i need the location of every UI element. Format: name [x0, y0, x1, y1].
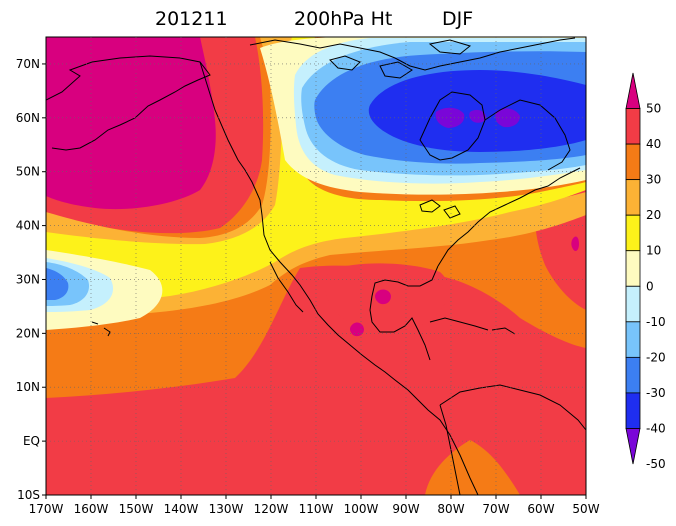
x-tick-label: 50W [572, 502, 599, 516]
x-tick-label: 120W [254, 502, 289, 516]
colorbar-label: 20 [646, 208, 661, 222]
coastline-baja [269, 261, 304, 313]
colorbar-label: 10 [646, 244, 661, 258]
band-above-50-blob-c [571, 236, 579, 252]
x-tick-label: 80W [437, 502, 464, 516]
coastline-greatlakes [419, 199, 461, 219]
coastline-gulf [369, 265, 439, 361]
colorbar-swatch-top [625, 72, 641, 109]
y-tick-label: 20N [16, 326, 40, 340]
title-field: 200hPa Ht [294, 8, 392, 30]
y-axis-ticks: 10S EQ 10N 20N 30N 40N 50N 60N 70N [16, 57, 46, 502]
band-neg50-neg40-a [435, 107, 465, 128]
y-tick-label: 70N [16, 57, 40, 71]
coastline-cuba [429, 317, 489, 331]
colorbar-label: 40 [646, 137, 661, 151]
y-tick-label: 10S [17, 488, 40, 502]
title-season: DJF [442, 8, 473, 30]
colorbar-swatch [625, 108, 641, 145]
title-date: 201211 [155, 8, 228, 30]
y-tick-label: EQ [23, 434, 40, 448]
y-tick-label: 50N [16, 165, 40, 179]
band-neg50-neg40-b [495, 108, 520, 128]
x-tick-label: 90W [392, 502, 419, 516]
band-above-50-blob-b [349, 322, 364, 337]
x-tick-label: 170W [29, 502, 64, 516]
band-neg50-neg40-c [469, 109, 486, 123]
coastline-alaska [46, 55, 211, 151]
coastlines [46, 37, 586, 495]
x-tick-label: 100W [344, 502, 379, 516]
x-tick-label: 60W [527, 502, 554, 516]
colorbar-swatch [625, 143, 641, 181]
coastline-arctic [249, 37, 576, 71]
x-tick-label: 160W [74, 502, 109, 516]
coastline-southamerica-west [439, 404, 461, 495]
colorbar-swatch [625, 214, 641, 252]
y-tick-label: 10N [16, 380, 40, 394]
colorbar-swatch [625, 285, 641, 323]
colorbar: 50 40 30 20 10 0 -10 -20 -30 -40 -50 [625, 72, 666, 471]
colorbar-swatch [625, 321, 641, 358]
x-tick-label: 140W [164, 502, 199, 516]
colorbar-label: -10 [646, 315, 666, 329]
x-tick-label: 150W [119, 502, 154, 516]
x-axis-ticks: 170W 160W 150W 140W 130W 120W 110W 100W 90W 80W 70… [29, 495, 600, 516]
band-above-50-blob-a [375, 289, 391, 305]
coastline-hawaii [91, 321, 111, 337]
colorbar-swatch [625, 250, 641, 287]
colorbar-label: 0 [646, 279, 654, 293]
coastline-southamerica [439, 384, 586, 431]
colorbar-swatch [625, 179, 641, 216]
colorbar-label: -30 [646, 386, 666, 400]
y-tick-label: 30N [16, 272, 40, 286]
colorbar-swatch-bottom [625, 428, 641, 465]
colorbar-label: -40 [646, 421, 666, 435]
colorbar-label: -20 [646, 350, 666, 364]
x-tick-label: 110W [299, 502, 334, 516]
x-tick-label: 130W [209, 502, 244, 516]
y-tick-label: 40N [16, 219, 40, 233]
coastline-eastcoast [437, 167, 581, 267]
colorbar-label: 30 [646, 173, 661, 187]
band-above-50 [46, 37, 216, 210]
colorbar-swatch [625, 392, 641, 429]
gridlines [46, 37, 586, 495]
band-neg30-neg20-pacific [46, 268, 69, 300]
x-tick-label: 70W [482, 502, 509, 516]
coastline-hispaniola [491, 327, 516, 335]
colorbar-label: 50 [646, 102, 661, 116]
colorbar-label: -50 [646, 457, 666, 471]
y-tick-label: 60N [16, 111, 40, 125]
colorbar-swatch [625, 356, 641, 394]
coastline-westcoast [199, 61, 479, 495]
